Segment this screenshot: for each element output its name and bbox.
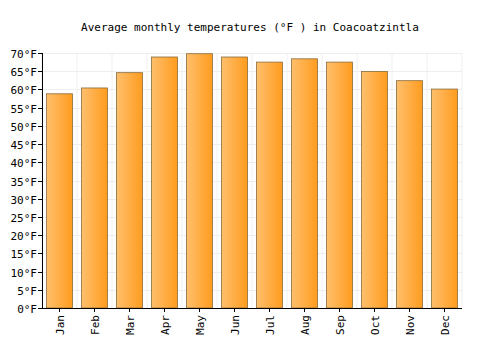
y-tick <box>38 71 42 72</box>
grid-line-x <box>392 53 393 308</box>
grid-line-x <box>287 53 288 308</box>
y-tick <box>38 126 42 127</box>
x-tick <box>374 308 375 312</box>
grid-line-x <box>77 53 78 308</box>
x-tick <box>339 308 340 312</box>
x-tick-label: Sep <box>334 315 347 335</box>
bars <box>47 54 458 308</box>
bar <box>47 94 73 308</box>
bar <box>292 59 318 308</box>
bar <box>432 89 458 308</box>
y-tick-label: 30°F <box>11 194 38 207</box>
chart-container: Average monthly temperatures (°F ) in Co… <box>0 0 500 350</box>
grid-line-x <box>357 53 358 308</box>
x-tick-label: Mar <box>124 315 137 335</box>
y-tick-label: 40°F <box>11 157 38 170</box>
y-axis <box>42 53 43 308</box>
y-tick <box>38 272 42 273</box>
y-tick-label: 55°F <box>11 103 38 116</box>
x-tick-label: Jun <box>229 315 242 335</box>
grid-line-x <box>462 53 463 308</box>
x-tick <box>199 308 200 312</box>
y-tick <box>38 53 42 54</box>
x-tick-label: Oct <box>369 315 382 335</box>
y-tick <box>38 108 42 109</box>
bar <box>362 72 388 308</box>
y-tick-label: 10°F <box>11 267 38 280</box>
chart: Average monthly temperatures (°F ) in Co… <box>0 0 500 350</box>
bar <box>82 88 108 308</box>
x-tick-label: Aug <box>299 315 312 335</box>
grid-line-x <box>427 53 428 308</box>
y-tick <box>38 217 42 218</box>
grid-line-x <box>182 53 183 308</box>
grid-line-x <box>217 53 218 308</box>
grid-line-x <box>112 53 113 308</box>
title: Average monthly temperatures (°F ) in Co… <box>81 21 419 34</box>
x-tick-label: Feb <box>89 315 102 335</box>
y-tick-label: 45°F <box>11 139 38 152</box>
grid-line-y <box>42 71 462 72</box>
bar <box>397 81 423 308</box>
x-tick-label: Jul <box>264 315 277 335</box>
y-tick-label: 5°F <box>17 285 37 298</box>
x-tick-label: May <box>194 315 207 335</box>
bar <box>117 73 143 308</box>
x-tick <box>269 308 270 312</box>
y-tick <box>38 308 42 309</box>
x-tick <box>234 308 235 312</box>
y-tick-label: 20°F <box>11 230 38 243</box>
bar <box>152 57 178 308</box>
x-tick <box>304 308 305 312</box>
y-tick-label: 0°F <box>17 303 37 316</box>
x-tick <box>94 308 95 312</box>
y-tick-label: 50°F <box>11 121 38 134</box>
y-tick <box>38 181 42 182</box>
grid-line-x <box>252 53 253 308</box>
grid-line-y <box>42 308 462 309</box>
x-tick <box>59 308 60 312</box>
x-tick-label: Jan <box>54 315 67 335</box>
y-tick <box>38 290 42 291</box>
bar <box>222 57 248 308</box>
bar <box>327 62 353 308</box>
grid-line-x <box>147 53 148 308</box>
y-tick-label: 60°F <box>11 84 38 97</box>
bar <box>257 62 283 308</box>
x-tick-label: Nov <box>404 315 417 335</box>
x-tick-label: Apr <box>159 315 172 335</box>
x-axis <box>42 308 462 309</box>
grid-line-y <box>42 53 462 54</box>
y-tick-label: 65°F <box>11 66 38 79</box>
x-tick <box>164 308 165 312</box>
grid-line-x <box>42 53 43 308</box>
y-tick <box>38 253 42 254</box>
y-tick <box>38 89 42 90</box>
y-tick <box>38 199 42 200</box>
y-tick-label: 35°F <box>11 176 38 189</box>
x-tick-label: Dec <box>439 315 452 335</box>
y-tick-label: 25°F <box>11 212 38 225</box>
y-tick <box>38 162 42 163</box>
x-tick <box>444 308 445 312</box>
y-tick-label: 70°F <box>11 48 38 61</box>
y-tick <box>38 235 42 236</box>
y-tick <box>38 144 42 145</box>
x-tick <box>129 308 130 312</box>
grid-line-x <box>322 53 323 308</box>
bar <box>187 54 213 308</box>
x-tick <box>409 308 410 312</box>
y-tick-label: 15°F <box>11 248 38 261</box>
